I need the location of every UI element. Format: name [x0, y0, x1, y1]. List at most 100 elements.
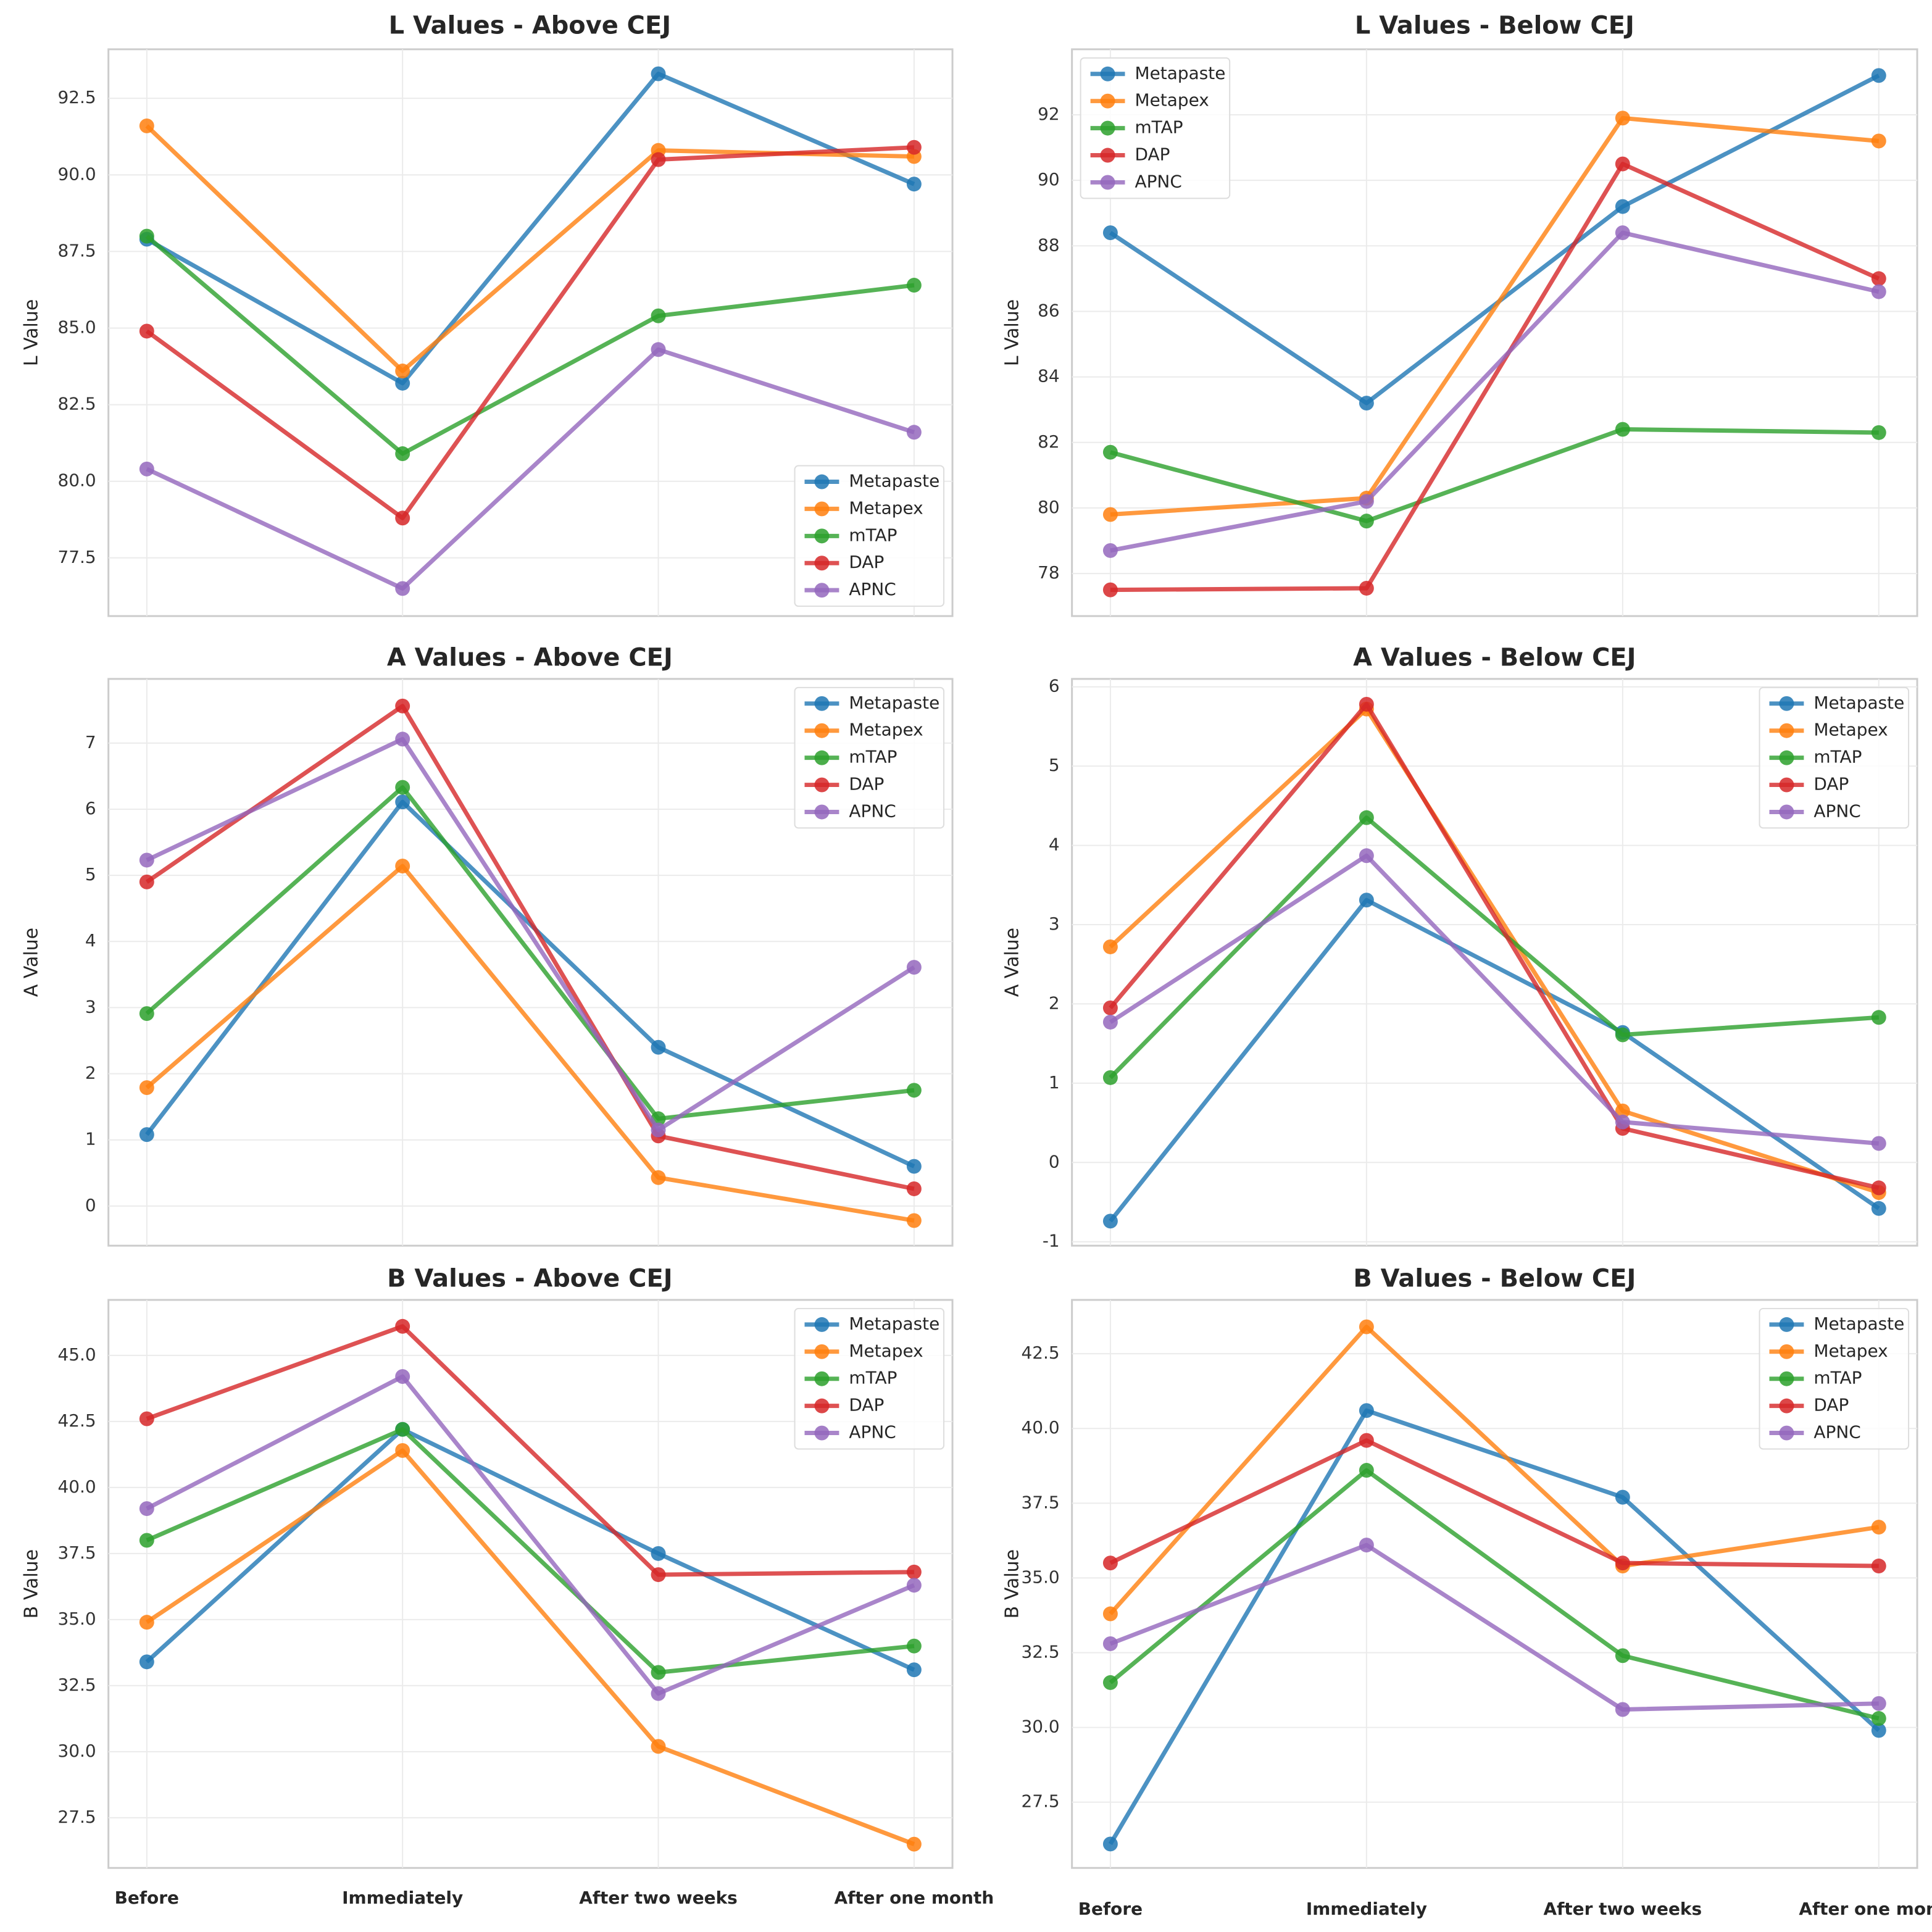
data-point [1615, 1027, 1630, 1043]
data-point [651, 1739, 666, 1754]
legend-marker [814, 1398, 830, 1414]
y-tick-label: 92 [1038, 104, 1060, 124]
legend-label: mTAP [1135, 117, 1183, 138]
data-point [1615, 1103, 1630, 1118]
legend-label: Metapaste [849, 1314, 939, 1334]
y-axis-label: L Value [1001, 299, 1023, 366]
y-tick-label: 2 [85, 1063, 96, 1083]
legend-box [1080, 57, 1231, 199]
data-point [1615, 156, 1630, 172]
legend-marker [1779, 804, 1794, 820]
legend-label: Metapex [849, 720, 923, 740]
legend-marker [814, 723, 830, 738]
data-point [139, 1127, 154, 1143]
data-point [1871, 1201, 1886, 1216]
y-tick-label: 30.0 [1021, 1717, 1059, 1737]
data-point [651, 1546, 666, 1561]
legend-label: Metapaste [849, 693, 939, 713]
series-line [1109, 815, 1880, 1080]
series-line [1110, 162, 1880, 593]
y-tick-label: 5 [85, 864, 96, 885]
data-point [906, 425, 922, 440]
data-point [1359, 810, 1374, 825]
legend-marker [814, 501, 830, 517]
legend-label: APNC [1135, 171, 1181, 191]
data-point [395, 859, 410, 874]
data-point [139, 1411, 154, 1426]
data-point [1871, 1723, 1886, 1738]
data-point [906, 1564, 922, 1580]
legend-box [794, 465, 945, 607]
y-tick-label: 6 [85, 798, 96, 818]
data-point [906, 1213, 922, 1228]
legend-label: mTAP [1813, 1368, 1862, 1388]
y-tick-label: 85.0 [57, 317, 96, 338]
data-point [1871, 133, 1886, 149]
data-point [1359, 893, 1374, 908]
data-point [139, 1006, 154, 1022]
legend-label: APNC [1813, 801, 1860, 821]
y-tick-label: 80 [1038, 497, 1060, 517]
data-point [906, 177, 922, 192]
legend-label: APNC [1813, 1422, 1860, 1443]
series-line [145, 704, 915, 1191]
data-point [906, 960, 922, 975]
legend-label: Metapaste [1813, 693, 1904, 713]
y-axis-label: B Value [1001, 1549, 1023, 1618]
y-tick-label: 35.0 [57, 1609, 96, 1629]
y-tick-label: 0 [85, 1195, 96, 1215]
series-line [145, 145, 915, 520]
y-tick-label: 82 [1038, 431, 1060, 452]
data-point [1102, 1636, 1118, 1651]
data-point [139, 1654, 154, 1670]
chart-title: B Values - Above CEJ [387, 1265, 672, 1293]
data-point [906, 139, 922, 155]
chart-title: L Values - Above CEJ [389, 11, 671, 40]
y-tick-label: 82.5 [57, 394, 96, 414]
data-point [139, 323, 154, 339]
y-tick-label: 87.5 [57, 240, 96, 260]
data-point [1102, 1214, 1118, 1229]
series-line [1110, 427, 1879, 523]
legend: Metapaste Metapex mTAP DAP APNC [1759, 686, 1910, 829]
data-point [651, 1567, 666, 1583]
legend-label: DAP [849, 552, 884, 572]
legend-box [1759, 1307, 1910, 1450]
series-line [1109, 1543, 1879, 1712]
legend-marker [814, 750, 830, 765]
legend-marker [1779, 750, 1794, 765]
data-point [1871, 1520, 1886, 1535]
data-point [1871, 271, 1886, 286]
legend-label: Metapex [1813, 1341, 1888, 1361]
data-point [1615, 1489, 1630, 1505]
legend-marker [814, 696, 830, 711]
legend-marker [1100, 175, 1115, 190]
data-point [1615, 225, 1630, 241]
data-point [906, 1159, 922, 1174]
legend-label: DAP [1813, 1395, 1849, 1415]
y-tick-label: 32.5 [1021, 1641, 1059, 1662]
legend-marker [814, 474, 830, 489]
data-point [1615, 199, 1630, 214]
legend-marker [1100, 93, 1115, 109]
legend-label: APNC [849, 1422, 896, 1443]
legend-marker [1779, 696, 1794, 711]
y-tick-label: 84 [1038, 366, 1060, 386]
series-line [1109, 1325, 1880, 1615]
y-tick-label: 27.5 [57, 1807, 96, 1827]
chart-title: A Values - Above CEJ [387, 643, 673, 672]
legend: Metapaste Metapex mTAP DAP APNC [794, 686, 945, 829]
x-tick-label: Immediately [1306, 1899, 1427, 1919]
y-tick-label: 5 [1049, 755, 1060, 775]
data-point [1359, 1538, 1374, 1553]
x-tick-label: After two weeks [1544, 1899, 1702, 1919]
legend: Metapaste Metapex mTAP DAP APNC [1759, 1307, 1910, 1450]
y-tick-label: 30.0 [57, 1741, 96, 1761]
data-point [651, 1665, 666, 1680]
data-point [1615, 1702, 1630, 1717]
x-tick-label: Immediately [342, 1888, 463, 1908]
data-point [395, 375, 410, 391]
series-line [1110, 115, 1880, 517]
y-axis-label: L Value [20, 299, 42, 366]
y-tick-label: -1 [1043, 1231, 1060, 1251]
